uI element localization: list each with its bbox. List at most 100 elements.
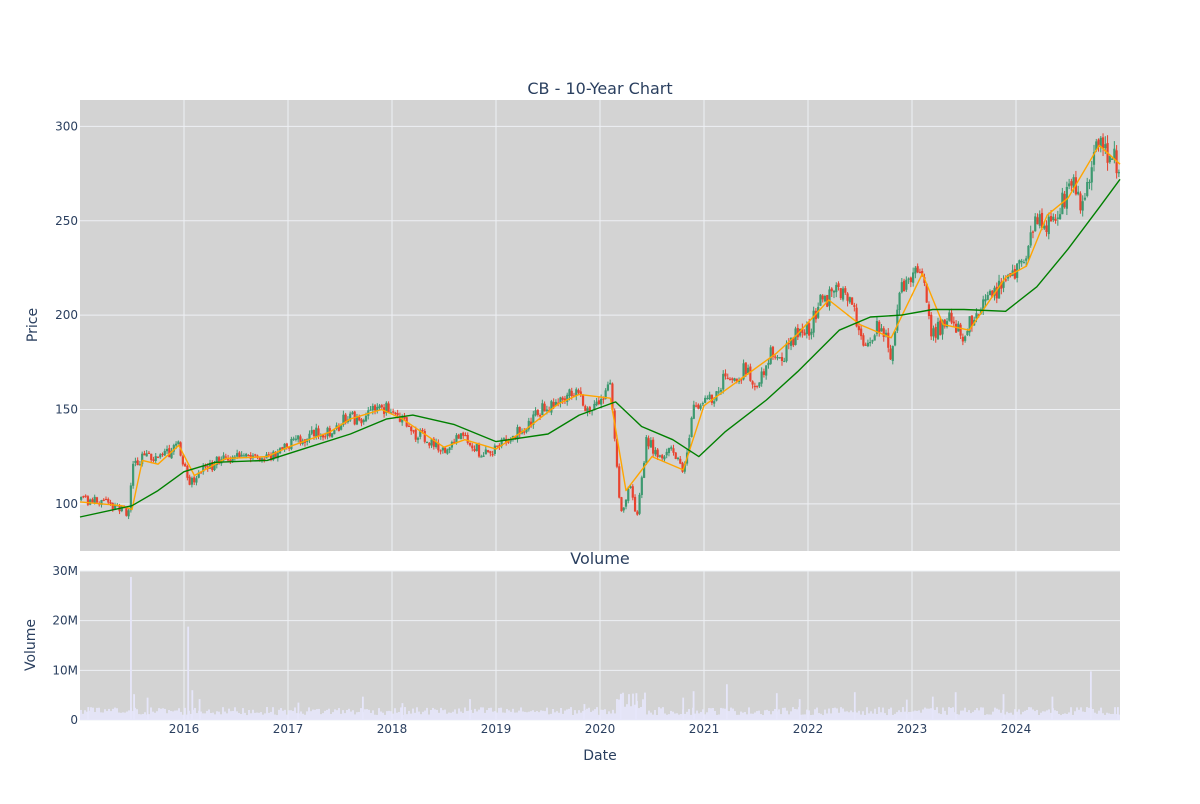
volume-bar — [512, 708, 514, 720]
volume-bar — [240, 714, 242, 720]
candle-body — [864, 344, 867, 346]
volume-bar — [960, 710, 962, 720]
volume-bar — [506, 708, 508, 720]
volume-bar — [986, 714, 988, 720]
candle-body — [403, 416, 406, 419]
candle-body — [1049, 216, 1053, 222]
volume-bar — [152, 711, 154, 720]
candle-body — [385, 402, 388, 413]
volume-bar — [984, 714, 986, 720]
candle-body — [959, 324, 962, 336]
volume-bar — [296, 713, 298, 720]
volume-bar — [236, 711, 238, 720]
volume-bar — [1098, 710, 1100, 720]
volume-bar — [294, 707, 296, 720]
candle-body — [84, 495, 87, 497]
volume-bar — [104, 709, 106, 720]
volume-bar — [628, 694, 630, 720]
volume-bar — [732, 708, 734, 720]
volume-bar — [416, 707, 418, 720]
volume-bar — [880, 712, 882, 720]
volume-bar — [244, 712, 246, 720]
volume-bar — [176, 710, 178, 720]
volume-bar — [174, 710, 176, 720]
candle-body — [952, 321, 955, 324]
volume-bar — [290, 710, 292, 720]
volume-bar — [272, 707, 274, 720]
candle-body — [1002, 281, 1005, 288]
volume-bar — [234, 707, 236, 720]
volume-bar — [958, 714, 960, 720]
volume-bar — [406, 714, 408, 720]
volume-bar — [924, 707, 926, 720]
volume-bar-spike — [954, 692, 957, 720]
volume-bar — [664, 713, 666, 720]
candle-body — [719, 389, 723, 392]
volume-bar — [910, 711, 912, 720]
candle-body — [893, 331, 897, 346]
volume-bar — [698, 713, 700, 720]
candle-body — [507, 441, 510, 443]
candle-body — [371, 405, 374, 411]
volume-bar — [222, 707, 224, 720]
candle-body — [231, 456, 234, 462]
volume-bar — [456, 713, 458, 720]
candle-body — [351, 412, 354, 414]
candle-body — [518, 426, 521, 435]
volume-bar — [974, 710, 976, 720]
volume-bar — [640, 707, 642, 720]
moving-average-long-line — [79, 178, 1121, 518]
candle-body — [199, 472, 203, 474]
volume-bar — [522, 711, 524, 720]
candle-body — [161, 453, 164, 456]
volume-bar-spike — [198, 699, 201, 720]
volume-bar — [82, 713, 84, 720]
volume-bar — [686, 711, 688, 720]
volume-bar — [314, 709, 316, 720]
volume-bar — [94, 712, 96, 720]
candle-body — [701, 403, 704, 405]
candle-body — [274, 451, 277, 459]
volume-bar — [342, 710, 344, 720]
candle-body — [181, 456, 184, 465]
candle-body — [710, 394, 714, 403]
volume-bar — [848, 712, 850, 720]
volume-bar — [598, 714, 600, 720]
candle-body — [726, 377, 729, 380]
volume-bar — [172, 711, 174, 720]
candle-body — [936, 321, 940, 340]
candle-body — [771, 346, 775, 357]
volume-bar — [890, 707, 892, 720]
candle-body — [156, 456, 160, 458]
candle-body — [344, 414, 347, 423]
volume-bar — [470, 709, 472, 720]
volume-bar — [962, 710, 964, 720]
candle-body — [900, 282, 903, 293]
candle-body — [586, 408, 589, 413]
candle-body — [561, 397, 564, 400]
candle-body — [704, 397, 707, 403]
volume-bar — [622, 692, 624, 720]
volume-bar — [190, 713, 192, 720]
volume-bar — [460, 711, 462, 720]
candle-body — [853, 305, 856, 307]
candle-body — [333, 430, 336, 435]
volume-bar — [926, 708, 928, 720]
volume-bar — [810, 715, 812, 720]
price-y-tick-labels: 100 150 200 250 300 — [55, 119, 78, 510]
candle-body — [475, 443, 478, 451]
candle-body — [708, 394, 711, 399]
candle-body — [468, 442, 472, 446]
candle-body — [939, 320, 942, 336]
candle-body — [1027, 245, 1030, 259]
candle-body — [760, 371, 763, 384]
candle-body — [493, 445, 496, 454]
candle-body — [905, 279, 908, 290]
candle-body — [340, 425, 343, 430]
candle-body — [866, 342, 870, 347]
candle-body — [869, 341, 872, 344]
candle-body — [878, 321, 881, 333]
volume-bar — [806, 709, 808, 720]
candle-body — [260, 458, 264, 461]
candle-body — [552, 402, 555, 407]
